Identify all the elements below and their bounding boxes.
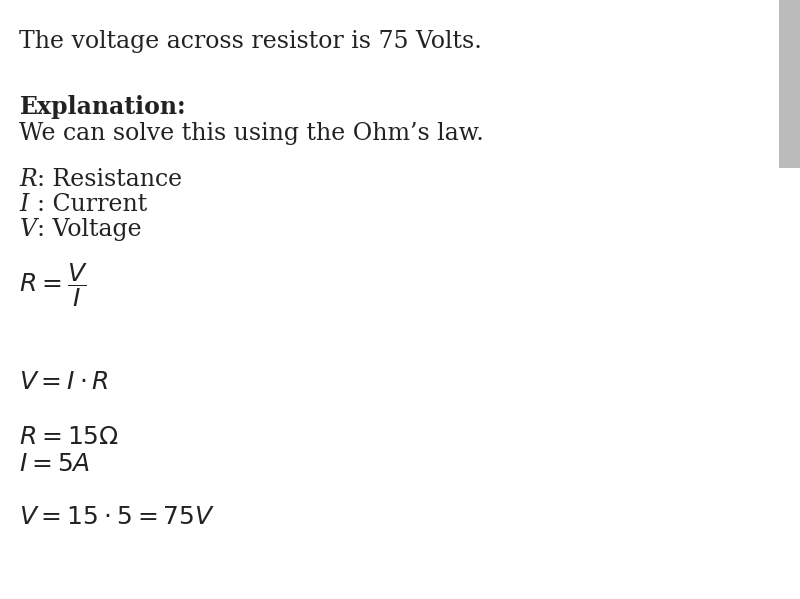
Text: $I = 5A$: $I = 5A$	[19, 452, 91, 476]
Text: : Voltage: : Voltage	[37, 218, 142, 241]
Text: $V = 15 \cdot 5 = 75V$: $V = 15 \cdot 5 = 75V$	[19, 505, 216, 529]
Text: : Resistance: : Resistance	[37, 168, 182, 191]
Text: : Current: : Current	[37, 193, 147, 216]
Text: The voltage across resistor is 75 Volts.: The voltage across resistor is 75 Volts.	[19, 30, 482, 53]
Text: V: V	[19, 218, 37, 241]
Text: I: I	[19, 193, 29, 216]
Text: $R = \dfrac{V}{I}$: $R = \dfrac{V}{I}$	[19, 261, 88, 309]
Text: $V = I \cdot R$: $V = I \cdot R$	[19, 370, 110, 394]
Bar	[779, 0, 800, 168]
Text: Explanation:: Explanation:	[19, 95, 186, 119]
Text: We can solve this using the Ohm’s law.: We can solve this using the Ohm’s law.	[19, 122, 484, 145]
Text: R: R	[19, 168, 38, 191]
Text: $R = 15\Omega$: $R = 15\Omega$	[19, 425, 120, 449]
